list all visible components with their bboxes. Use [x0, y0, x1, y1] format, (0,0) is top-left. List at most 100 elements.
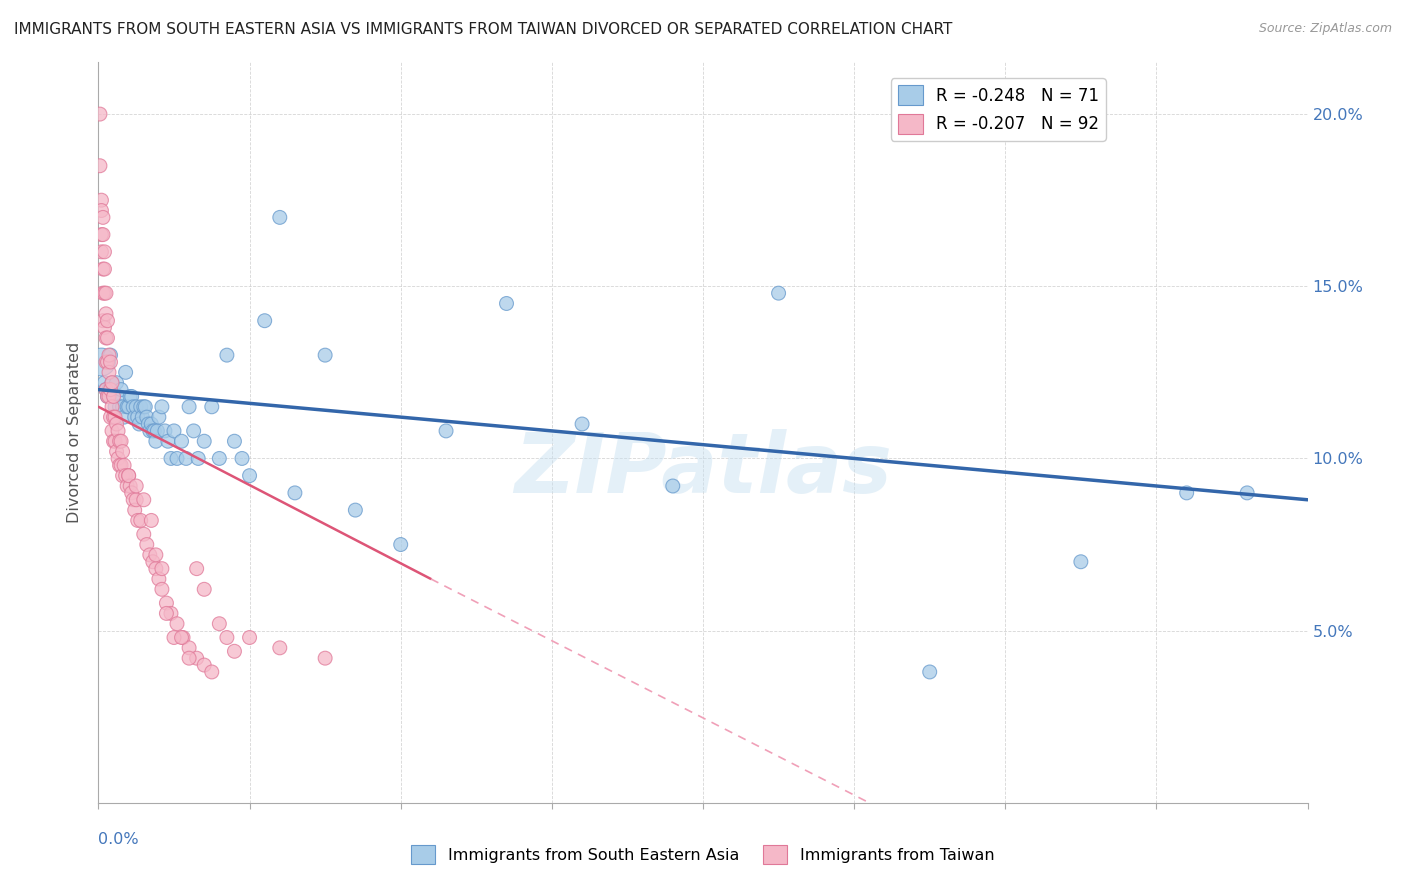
Point	[187, 451, 209, 466]
Point	[145, 548, 167, 562]
Point	[215, 631, 238, 645]
Point	[208, 616, 231, 631]
Point	[94, 383, 117, 397]
Point	[239, 468, 262, 483]
Point	[284, 486, 307, 500]
Point	[94, 307, 117, 321]
Point	[193, 434, 215, 449]
Point	[90, 355, 112, 369]
Point	[179, 640, 201, 655]
Point	[160, 451, 183, 466]
Point	[111, 444, 134, 458]
Point	[132, 400, 155, 414]
Point	[201, 665, 224, 679]
Point	[434, 424, 457, 438]
Point	[172, 631, 194, 645]
Point	[98, 389, 121, 403]
Point	[114, 365, 136, 379]
Point	[111, 468, 134, 483]
Point	[142, 555, 165, 569]
Point	[122, 400, 145, 414]
Text: IMMIGRANTS FROM SOUTH EASTERN ASIA VS IMMIGRANTS FROM TAIWAN DIVORCED OR SEPARAT: IMMIGRANTS FROM SOUTH EASTERN ASIA VS IM…	[14, 22, 952, 37]
Point	[98, 383, 121, 397]
Point	[115, 479, 138, 493]
Point	[163, 631, 186, 645]
Point	[94, 286, 117, 301]
Point	[118, 468, 141, 483]
Point	[136, 417, 159, 431]
Point	[121, 389, 143, 403]
Point	[91, 227, 114, 242]
Point	[127, 513, 149, 527]
Point	[104, 400, 127, 414]
Point	[131, 410, 153, 425]
Point	[93, 320, 115, 334]
Point	[96, 314, 118, 328]
Point	[125, 492, 148, 507]
Point	[93, 286, 115, 301]
Point	[107, 424, 129, 438]
Point	[91, 262, 114, 277]
Point	[94, 331, 117, 345]
Point	[105, 417, 128, 431]
Point	[91, 314, 114, 328]
Point	[918, 665, 941, 679]
Point	[1175, 486, 1198, 500]
Point	[89, 107, 111, 121]
Point	[142, 424, 165, 438]
Point	[104, 410, 127, 425]
Point	[100, 348, 122, 362]
Point	[103, 389, 125, 403]
Point	[1070, 555, 1092, 569]
Point	[145, 434, 167, 449]
Point	[661, 479, 683, 493]
Point	[179, 651, 201, 665]
Point	[93, 376, 115, 390]
Point	[114, 468, 136, 483]
Point	[132, 527, 155, 541]
Point	[98, 348, 121, 362]
Point	[183, 424, 205, 438]
Point	[201, 400, 224, 414]
Point	[103, 389, 125, 403]
Point	[96, 389, 118, 403]
Point	[269, 211, 291, 225]
Point	[104, 434, 127, 449]
Point	[90, 203, 112, 218]
Point	[141, 417, 163, 431]
Point	[170, 434, 193, 449]
Point	[101, 376, 124, 390]
Point	[105, 376, 128, 390]
Point	[174, 451, 197, 466]
Point	[186, 651, 208, 665]
Point	[208, 451, 231, 466]
Point	[98, 365, 121, 379]
Point	[166, 451, 188, 466]
Point	[135, 410, 157, 425]
Point	[93, 244, 115, 259]
Point	[193, 582, 215, 597]
Point	[125, 400, 148, 414]
Point	[153, 424, 176, 438]
Point	[118, 400, 141, 414]
Point	[111, 400, 134, 414]
Point	[160, 607, 183, 621]
Point	[110, 458, 132, 473]
Point	[120, 479, 142, 493]
Point	[129, 513, 152, 527]
Point	[148, 572, 170, 586]
Point	[148, 410, 170, 425]
Point	[163, 424, 186, 438]
Point	[91, 211, 114, 225]
Point	[129, 400, 152, 414]
Point	[120, 389, 142, 403]
Text: ZIPatlas: ZIPatlas	[515, 429, 891, 510]
Point	[121, 486, 143, 500]
Point	[179, 400, 201, 414]
Point	[118, 468, 141, 483]
Point	[89, 159, 111, 173]
Point	[112, 458, 135, 473]
Point	[108, 400, 131, 414]
Point	[96, 331, 118, 345]
Point	[108, 434, 131, 449]
